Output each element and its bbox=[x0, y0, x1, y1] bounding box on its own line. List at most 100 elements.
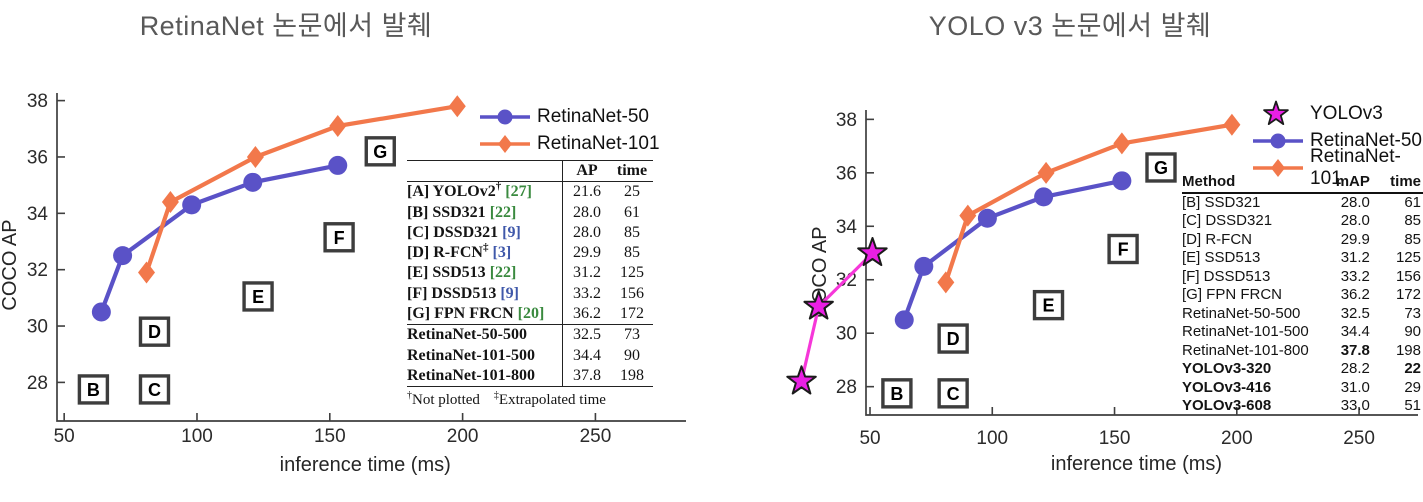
results-table: Method mAP time [B] SSD321 28.0 61 [C] DSSD321… bbox=[1182, 173, 1423, 416]
cell-method: [A] YOLOv2† [27] bbox=[407, 180, 532, 201]
data-point-YOLOv3 bbox=[786, 365, 817, 395]
annotation-letter: C bbox=[148, 380, 161, 400]
x-tick-label: 150 bbox=[1099, 428, 1131, 449]
cell-time: 156 bbox=[1395, 267, 1421, 285]
header-time: time bbox=[611, 159, 653, 183]
results-table: AP time [A] YOLOv2† [27] 21.6 25 [B] SSD321 [… bbox=[407, 159, 653, 388]
header-ap: AP bbox=[562, 159, 611, 183]
annotation-rect bbox=[881, 378, 913, 409]
annotation-letter: E bbox=[1043, 296, 1055, 316]
cell-ap: 28.0 bbox=[562, 202, 611, 223]
header-ap: mAP bbox=[1319, 173, 1378, 194]
table-row: RetinaNet-101-800 37.8 198 bbox=[1182, 342, 1423, 361]
data-point-RetinaNet-101 bbox=[161, 191, 179, 214]
data-point-YOLOv3 bbox=[803, 290, 834, 320]
cell-method: [C] DSSD321 [9] bbox=[407, 223, 521, 241]
cell-time: 73 bbox=[624, 326, 640, 344]
retinanet-chart: 50 100 150 200 250 28 30 32 34 36 38 inference time… bbox=[0, 91, 686, 476]
annotation-rect bbox=[138, 316, 171, 347]
cell-map: 28.0 bbox=[1340, 212, 1370, 229]
annotation-box-C: C bbox=[937, 378, 969, 409]
cell-map: 36.2 bbox=[1340, 286, 1370, 303]
data-point-RetinaNet-50 bbox=[894, 310, 914, 330]
annotation-rect bbox=[323, 222, 355, 253]
table-row: RetinaNet-101-500 34.4 90 bbox=[407, 345, 653, 366]
data-point-RetinaNet-101 bbox=[246, 145, 264, 168]
legend-star bbox=[1263, 100, 1289, 125]
cell-method: RetinaNet-101-500 bbox=[1182, 323, 1309, 340]
table-row: RetinaNet-50-500 32.5 73 bbox=[1182, 305, 1423, 324]
data-point-RetinaNet-50 bbox=[914, 256, 934, 276]
annotation-rect bbox=[1145, 152, 1177, 183]
cell-time: 85 bbox=[624, 244, 640, 262]
cell-method: RetinaNet-50-500 bbox=[407, 326, 527, 344]
cell-ap: 28.0 bbox=[562, 222, 611, 244]
y-tick-label: 30 bbox=[27, 317, 48, 338]
data-point-RetinaNet-50 bbox=[977, 208, 997, 228]
y-axis-label: COCO AP bbox=[0, 219, 21, 310]
annotation-box-E: E bbox=[242, 281, 274, 312]
table-row: RetinaNet-101-500 34.4 90 bbox=[1182, 323, 1423, 342]
data-point-RetinaNet-50 bbox=[182, 195, 202, 215]
table-row: [F] DSSD513 [9] 33.2 156 bbox=[407, 283, 653, 305]
annotation-letter: D bbox=[148, 322, 161, 342]
cell-map: 28.0 bbox=[1340, 193, 1370, 211]
table-row: [C] DSSD321 28.0 85 bbox=[1182, 212, 1423, 231]
annotation-rect bbox=[1107, 233, 1139, 265]
header-method: Method bbox=[1182, 173, 1320, 194]
annotation-box-D: D bbox=[937, 323, 969, 354]
legend-label: RetinaNet-50 bbox=[537, 105, 649, 127]
cell-time: 172 bbox=[1395, 286, 1421, 303]
cell-time: 61 bbox=[1404, 193, 1421, 211]
table-row: [G] FPN FRCN [20] 36.2 172 bbox=[407, 304, 653, 326]
data-point-RetinaNet-101 bbox=[959, 204, 977, 227]
cell-time: 198 bbox=[611, 365, 653, 388]
table-row: [C] DSSD321 [9] 28.0 85 bbox=[407, 222, 653, 244]
legend-retinanet: RetinaNet-50 RetinaNet-101 bbox=[477, 103, 660, 157]
legend-item: RetinaNet-101 bbox=[477, 130, 660, 157]
y-tick-label: 38 bbox=[836, 110, 857, 131]
table-row: [D] R-FCN‡ [3] 29.9 85 bbox=[407, 242, 653, 264]
panel-title-yolov3: YOLO v3 논문에서 발췌 bbox=[928, 11, 1212, 41]
x-tick-label: 250 bbox=[580, 426, 612, 447]
cell-method: [F] DSSD513 bbox=[1182, 267, 1271, 285]
cell-time: 51 bbox=[1404, 397, 1421, 414]
axis-spines bbox=[56, 93, 686, 422]
cell-method: [B] SSD321 [22] bbox=[407, 203, 517, 221]
header-time: time bbox=[1377, 173, 1423, 194]
x-tick-label: 200 bbox=[447, 426, 479, 447]
y-tick-label: 28 bbox=[836, 377, 857, 398]
y-tick-label: 38 bbox=[27, 91, 48, 112]
cell-map: 33.2 bbox=[1340, 267, 1370, 285]
data-point-RetinaNet-50 bbox=[91, 302, 111, 322]
table-row: [B] SSD321 [22] 28.0 61 bbox=[407, 202, 653, 223]
y-axis-label: COCO AP bbox=[809, 226, 831, 317]
legend-item: RetinaNet-50 bbox=[1250, 127, 1423, 154]
cell-method: YOLOv3-608 bbox=[1182, 397, 1272, 414]
legend-label: RetinaNet-50 bbox=[1310, 129, 1422, 151]
cell-map: 31.0 bbox=[1340, 378, 1370, 396]
circle-marker-icon bbox=[1253, 133, 1303, 148]
legend-circle bbox=[1270, 133, 1286, 148]
annotation-rect bbox=[138, 374, 171, 405]
cell-time: 61 bbox=[624, 203, 640, 221]
table-row: [B] SSD321 28.0 61 bbox=[1182, 193, 1423, 213]
legend-item: RetinaNet-50 bbox=[477, 103, 660, 130]
cell-ap: 31.2 bbox=[562, 263, 611, 284]
table-row: [A] YOLOv2† [27] 21.6 25 bbox=[407, 180, 653, 203]
cell-time: 172 bbox=[611, 304, 653, 326]
cell-method: [E] SSD513 bbox=[1182, 249, 1261, 266]
data-point-RetinaNet-101 bbox=[329, 114, 347, 137]
table-row: [F] DSSD513 33.2 156 bbox=[1182, 268, 1423, 287]
cell-method: RetinaNet-101-800 bbox=[1182, 341, 1309, 359]
panel-title-retinanet: RetinaNet 논문에서 발췌 bbox=[139, 11, 433, 41]
x-axis-label: inference time (ms) bbox=[280, 454, 451, 476]
x-axis-label: inference time (ms) bbox=[1051, 453, 1222, 475]
cell-method: RetinaNet-101-500 bbox=[407, 346, 535, 364]
x-tick-label: 100 bbox=[181, 426, 213, 447]
table-row: [E] SSD513 [22] 31.2 125 bbox=[407, 263, 653, 284]
annotation-rect bbox=[364, 136, 396, 167]
results-table-retinanet: AP time [A] YOLOv2† [27] 21.6 25 [B] SSD321 [… bbox=[407, 159, 653, 409]
annotation-letter: F bbox=[334, 228, 345, 248]
